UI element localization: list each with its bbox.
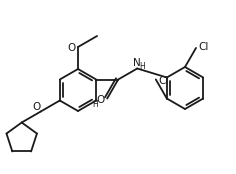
Text: H: H [92, 100, 98, 109]
Text: O: O [96, 94, 104, 105]
Text: H: H [139, 62, 145, 71]
Text: Cl: Cl [159, 76, 169, 86]
Text: Cl: Cl [199, 42, 209, 52]
Text: N: N [133, 57, 141, 68]
Text: O: O [67, 43, 75, 53]
Text: O: O [33, 101, 41, 112]
